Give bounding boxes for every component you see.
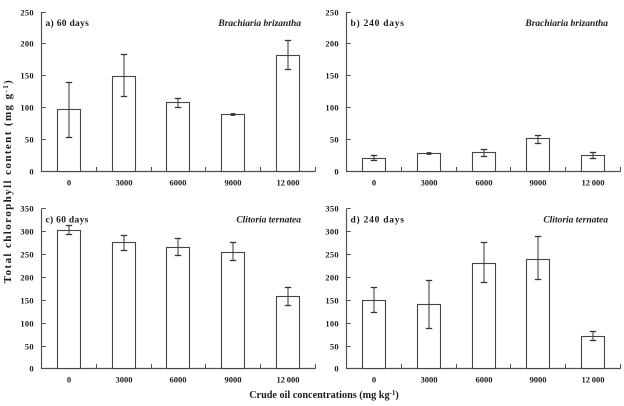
svg-text:6000: 6000	[170, 178, 187, 188]
svg-text:50: 50	[330, 135, 339, 145]
svg-text:300: 300	[20, 227, 34, 237]
svg-text:b) 240 days: b) 240 days	[351, 18, 405, 29]
svg-text:d) 240 days: d) 240 days	[351, 215, 405, 226]
svg-text:Clitoria ternatea: Clitoria ternatea	[543, 216, 608, 226]
svg-text:200: 200	[325, 39, 339, 49]
svg-text:c) 60 days: c) 60 days	[46, 215, 89, 226]
svg-text:0: 0	[67, 178, 71, 188]
svg-text:Brachiaria brizantha: Brachiaria brizantha	[217, 19, 301, 29]
svg-text:3000: 3000	[116, 178, 133, 188]
svg-text:12 000: 12 000	[277, 375, 300, 385]
svg-text:12 000: 12 000	[582, 178, 605, 188]
svg-text:0: 0	[372, 375, 376, 385]
svg-text:0: 0	[372, 178, 376, 188]
svg-text:200: 200	[20, 39, 34, 49]
svg-text:Crude oil concentrations (mg k: Crude oil concentrations (mg kg-1)	[249, 389, 399, 401]
svg-text:3000: 3000	[116, 375, 133, 385]
svg-text:300: 300	[325, 227, 339, 237]
svg-text:a) 60 days: a) 60 days	[46, 18, 90, 29]
svg-text:50: 50	[25, 135, 34, 145]
svg-text:Clitoria ternatea: Clitoria ternatea	[236, 216, 301, 226]
svg-text:0: 0	[334, 167, 339, 177]
svg-text:6000: 6000	[476, 375, 493, 385]
svg-text:100: 100	[20, 319, 34, 329]
svg-text:9000: 9000	[530, 375, 547, 385]
svg-text:12 000: 12 000	[582, 375, 605, 385]
svg-text:100: 100	[325, 319, 339, 329]
svg-text:100: 100	[20, 103, 34, 113]
svg-text:250: 250	[325, 8, 339, 18]
svg-text:0: 0	[29, 167, 34, 177]
svg-text:9000: 9000	[225, 178, 242, 188]
svg-text:6000: 6000	[476, 178, 493, 188]
svg-text:350: 350	[20, 204, 34, 214]
svg-text:150: 150	[20, 71, 34, 81]
svg-text:100: 100	[325, 103, 339, 113]
svg-text:9000: 9000	[530, 178, 547, 188]
svg-text:250: 250	[325, 250, 339, 260]
svg-text:50: 50	[330, 342, 339, 352]
svg-text:Total chlorophyll content (mg: Total chlorophyll content (mg g-1)	[2, 79, 14, 283]
svg-text:50: 50	[25, 342, 34, 352]
svg-text:250: 250	[20, 8, 34, 18]
svg-text:3000: 3000	[421, 178, 438, 188]
svg-text:150: 150	[325, 296, 339, 306]
svg-text:0: 0	[67, 375, 71, 385]
svg-text:0: 0	[334, 364, 339, 374]
svg-text:150: 150	[325, 71, 339, 81]
svg-text:Brachiaria brizantha: Brachiaria brizantha	[524, 19, 608, 29]
svg-text:150: 150	[20, 296, 34, 306]
svg-text:200: 200	[325, 273, 339, 283]
svg-text:200: 200	[20, 273, 34, 283]
svg-text:0: 0	[29, 364, 34, 374]
svg-text:12 000: 12 000	[277, 178, 300, 188]
svg-text:250: 250	[20, 250, 34, 260]
svg-text:6000: 6000	[170, 375, 187, 385]
svg-text:350: 350	[325, 204, 339, 214]
svg-text:3000: 3000	[421, 375, 438, 385]
svg-text:9000: 9000	[225, 375, 242, 385]
